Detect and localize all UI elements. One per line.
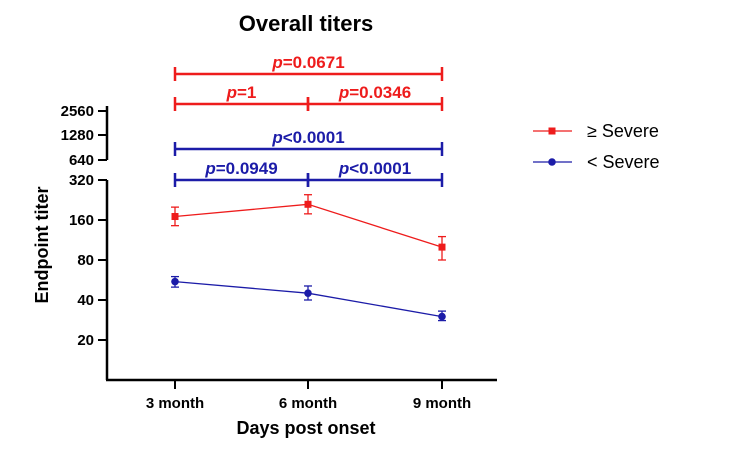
data-point	[438, 243, 446, 251]
p-value-label: p=0.0949	[204, 159, 277, 178]
p-value-label: p=0.0671	[271, 53, 344, 72]
series-layer	[171, 194, 446, 322]
p-value-label: p<0.0001	[338, 159, 411, 178]
comparison-bracket: p=1	[173, 83, 310, 111]
comparison-bracket: p<0.0001	[306, 159, 444, 187]
legend-item: ≥ Severe	[533, 121, 659, 141]
x-axis-label: Days post onset	[236, 418, 375, 438]
legend: ≥ Severe < Severe	[533, 121, 660, 172]
y-tick-label: 80	[77, 252, 94, 269]
legend-label: ≥ Severe	[587, 121, 659, 141]
data-point	[438, 312, 446, 321]
y-tick-label: 2560	[61, 103, 94, 120]
comparison-bracket: p=0.0346	[306, 83, 444, 111]
comparison-bracket: p<0.0001	[173, 128, 444, 156]
data-point	[304, 289, 312, 298]
y-tick-label: 160	[69, 212, 94, 229]
legend-item: < Severe	[533, 152, 660, 172]
comparison-bracket: p=0.0949	[173, 159, 310, 187]
y-axis-label: Endpoint titer	[32, 187, 52, 304]
y-tick-label: 640	[69, 152, 94, 169]
y-tick-label: 40	[77, 292, 94, 309]
x-ticks: 3 month 6 month 9 month	[146, 380, 471, 412]
p-value-label: p=1	[226, 83, 257, 102]
significance-brackets: p=0.0671 p=1 p=0.0346 p<0.0001 p=0.0949 p<0.0…	[173, 53, 444, 187]
legend-label: < Severe	[587, 152, 660, 172]
x-tick-label: 3 month	[146, 395, 204, 412]
data-point	[171, 213, 179, 221]
y-tick-label: 320	[69, 172, 94, 189]
y-tick-label: 1280	[61, 127, 94, 144]
y-tick-label: 20	[77, 332, 94, 349]
p-value-label: p<0.0001	[271, 128, 344, 147]
legend-marker	[548, 127, 556, 135]
comparison-bracket: p=0.0671	[173, 53, 444, 81]
data-point	[304, 200, 312, 208]
data-point	[171, 277, 179, 286]
y-ticks: 20 40 80 160 320 640 1280 2560	[61, 103, 107, 349]
series-non-severe	[171, 275, 446, 322]
p-value-label: p=0.0346	[338, 83, 411, 102]
x-tick-label: 9 month	[413, 395, 471, 412]
series-severe	[171, 194, 446, 261]
chart-title: Overall titers	[239, 11, 374, 36]
legend-marker	[548, 158, 556, 166]
x-tick-label: 6 month	[279, 395, 337, 412]
